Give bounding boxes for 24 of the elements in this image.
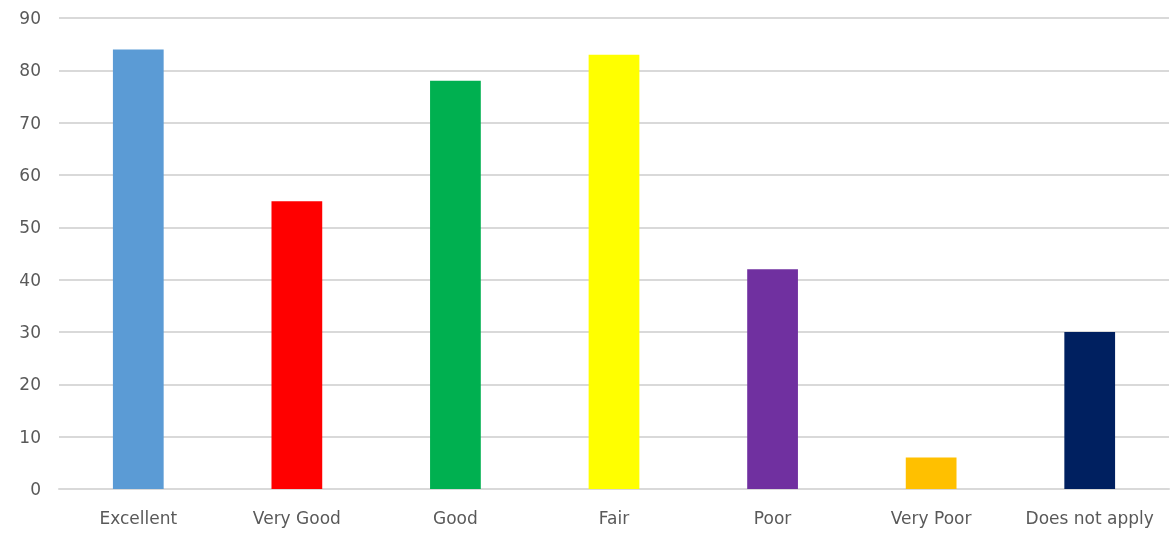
y-tick-label: 30 — [19, 322, 41, 342]
y-tick-label: 90 — [19, 8, 41, 28]
bar — [588, 54, 640, 489]
bar — [430, 80, 481, 489]
y-tick-label: 60 — [19, 165, 41, 185]
y-tick-label: 50 — [19, 217, 41, 238]
y-tick-label: 20 — [19, 374, 41, 395]
x-tick-label: Fair — [598, 507, 630, 528]
y-tick-label: 80 — [19, 60, 41, 81]
bar — [1064, 332, 1116, 489]
y-tick-label: 10 — [19, 426, 41, 447]
y-tick-label: 0 — [30, 479, 41, 499]
x-tick-label: Excellent — [99, 507, 178, 528]
x-tick-label: Very Poor — [890, 507, 972, 528]
bar — [905, 457, 957, 489]
y-tick-label: 70 — [19, 112, 41, 133]
bar — [271, 201, 323, 489]
x-tick-label: Does not apply — [1025, 507, 1154, 528]
x-tick-label: Poor — [753, 507, 792, 528]
bar — [747, 269, 798, 489]
bar — [112, 49, 164, 489]
x-tick-label: Very Good — [252, 507, 341, 528]
y-tick-label: 40 — [19, 269, 41, 290]
x-tick-label: Good — [433, 507, 478, 528]
